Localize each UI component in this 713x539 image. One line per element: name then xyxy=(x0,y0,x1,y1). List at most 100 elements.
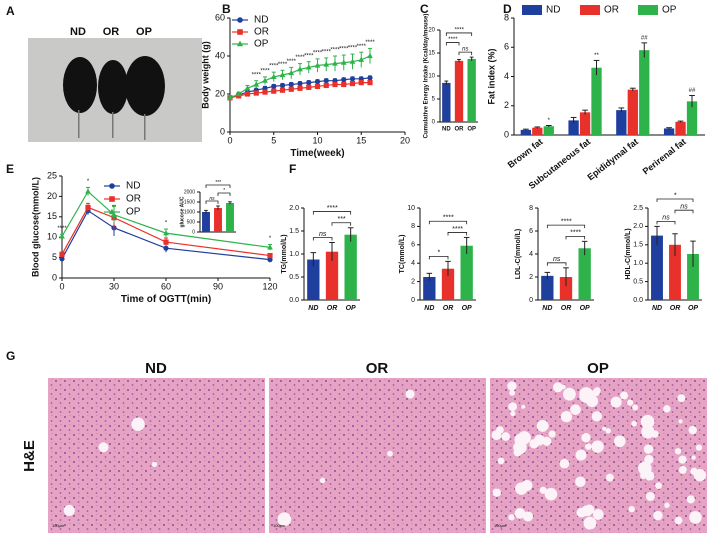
x-tick-label: 20 xyxy=(400,135,410,145)
comparison-bracket xyxy=(674,209,694,214)
point xyxy=(267,257,273,263)
x-tick-label: OR xyxy=(561,305,572,312)
bar xyxy=(687,254,699,300)
bar xyxy=(639,50,650,135)
x-tick-label: Brown fat xyxy=(506,137,545,170)
panel-letter: G xyxy=(6,349,15,363)
comparison-label: **** xyxy=(561,218,572,225)
point xyxy=(270,73,277,79)
point xyxy=(59,256,65,262)
significance: **** xyxy=(365,40,375,46)
legend-swatch xyxy=(580,5,600,15)
point xyxy=(271,88,277,94)
legend-marker xyxy=(109,196,115,202)
significance: * xyxy=(165,221,168,227)
y-tick-label: 4 xyxy=(529,251,533,258)
bar xyxy=(344,234,357,300)
x-tick-label: 10 xyxy=(312,135,322,145)
x-tick-label: OR xyxy=(327,305,338,312)
y-axis-label: TG(mmol/L) xyxy=(281,234,288,273)
comparison-bracket xyxy=(656,198,694,202)
bar xyxy=(568,120,579,135)
x-tick-label: OR xyxy=(443,305,454,312)
bar xyxy=(467,58,476,122)
bar xyxy=(520,129,531,135)
significance: **** xyxy=(330,48,340,54)
bar xyxy=(663,128,675,135)
significance: **** xyxy=(295,55,305,61)
bar xyxy=(454,60,464,122)
point xyxy=(262,77,268,83)
comparison-bracket xyxy=(205,184,231,188)
scale-bar: 100μm xyxy=(52,523,65,528)
bar xyxy=(423,277,436,300)
comparison-bracket xyxy=(205,200,219,204)
legend-label: ND xyxy=(254,15,268,26)
y-tick-label: 0 xyxy=(52,272,57,282)
y-tick-label: 20 xyxy=(215,88,225,98)
x-tick-label: 0 xyxy=(59,281,64,291)
comparison-label: * xyxy=(223,188,226,194)
y-tick-label: 1500 xyxy=(184,199,195,205)
y-tick-label: 15 xyxy=(428,51,435,57)
y-tick-label: 0 xyxy=(411,297,415,304)
point xyxy=(323,82,329,89)
histology-image xyxy=(269,378,486,533)
panel-letter: D xyxy=(503,2,512,16)
legend-swatch xyxy=(638,5,658,15)
significance: **** xyxy=(287,59,297,65)
comparison-bracket xyxy=(428,220,468,225)
point xyxy=(341,77,347,83)
point xyxy=(235,90,242,97)
significance: ## xyxy=(641,35,648,41)
point xyxy=(297,66,303,72)
legend-marker xyxy=(237,29,243,35)
significance: **** xyxy=(304,53,314,59)
mice xyxy=(63,56,165,140)
x-tick-label: OP xyxy=(467,127,476,133)
significance: * xyxy=(87,179,90,185)
significance: **** xyxy=(278,62,288,68)
y-axis-label: Body weight (g) xyxy=(200,41,210,109)
x-tick-label: OP xyxy=(580,305,590,312)
comparison-label: ns xyxy=(662,215,670,222)
legend-label: ND xyxy=(126,181,140,192)
point xyxy=(253,81,260,87)
point xyxy=(59,251,65,257)
point xyxy=(253,90,259,96)
significance: ** xyxy=(594,53,599,59)
significance: **** xyxy=(260,68,270,74)
point xyxy=(367,75,373,81)
x-axis-label: Time of OGTT(min) xyxy=(121,294,211,305)
photo-label: OR xyxy=(103,26,120,38)
comparison-bracket xyxy=(445,42,460,46)
x-axis-label: Time(week) xyxy=(290,148,344,159)
x-tick-label: 15 xyxy=(356,135,366,145)
comparison-label: ns xyxy=(462,47,468,53)
y-tick-label: 15 xyxy=(47,211,57,221)
y-tick-label: 2 xyxy=(529,274,533,281)
y-tick-label: 500 xyxy=(187,219,196,225)
y-tick-label: 10 xyxy=(47,232,57,242)
y-tick-label: 0 xyxy=(432,120,436,126)
point xyxy=(323,78,329,84)
y-axis-label: glucose AUC xyxy=(179,196,185,227)
significance: **** xyxy=(313,50,323,56)
bar xyxy=(651,235,663,300)
legend-label: OR xyxy=(604,5,619,16)
point xyxy=(349,58,356,64)
comparison-bracket xyxy=(445,32,473,36)
photo-label: OP xyxy=(136,26,152,38)
y-axis-label: LDL-C(mmol/L) xyxy=(515,229,522,280)
y-tick-label: 4 xyxy=(411,260,415,267)
bar xyxy=(616,110,627,135)
histology-image xyxy=(490,378,707,533)
comparison-bracket xyxy=(565,235,586,240)
y-tick-label: 2.0 xyxy=(633,223,643,230)
point xyxy=(332,81,338,88)
point xyxy=(59,233,65,239)
y-tick-label: 6 xyxy=(411,242,415,249)
legend-label: OP xyxy=(254,39,269,50)
point xyxy=(244,91,251,97)
y-axis-label: Blood glucose(mmol/L) xyxy=(30,177,40,277)
